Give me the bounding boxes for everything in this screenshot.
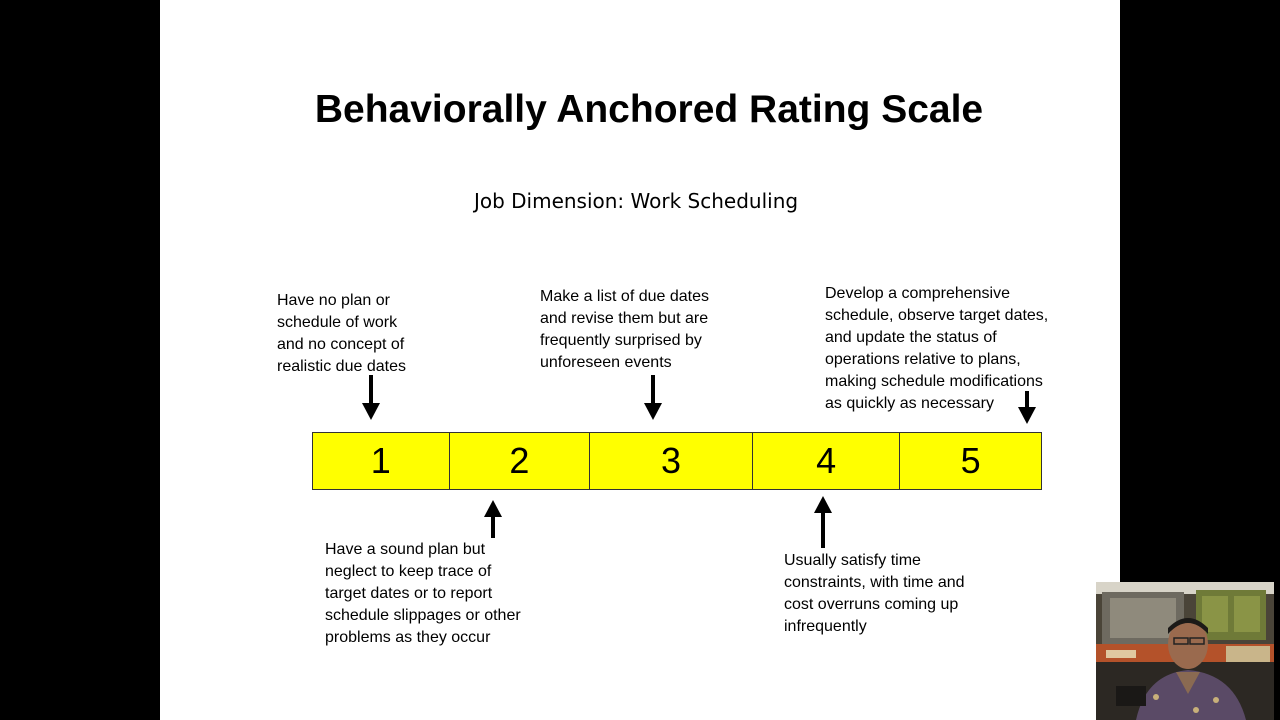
presenter-video-icon bbox=[1096, 582, 1274, 720]
down-arrow-icon bbox=[362, 375, 380, 420]
anchor-text-rating-1: Have no plan or schedule of work and no … bbox=[277, 292, 406, 375]
down-arrow-icon bbox=[644, 375, 662, 420]
rating-point-3: 3 bbox=[590, 433, 753, 489]
slide-subtitle: Job Dimension: Work Scheduling bbox=[473, 189, 799, 213]
rating-point-2: 2 bbox=[449, 433, 591, 489]
anchor-text-rating-4: Usually satisfy time constraints, with t… bbox=[784, 552, 965, 635]
up-arrow-icon bbox=[814, 496, 832, 548]
rating-point-1: 1 bbox=[313, 433, 450, 489]
anchor-text-rating-5: Develop a comprehensive schedule, observ… bbox=[825, 285, 1049, 412]
presentation-slide: Behaviorally Anchored Rating Scale Job D… bbox=[160, 0, 1120, 720]
rating-point-5: 5 bbox=[900, 433, 1041, 489]
rating-scale-bar: 1 2 3 4 5 bbox=[312, 432, 1042, 490]
up-arrow-icon bbox=[484, 500, 502, 538]
slide-title: Behaviorally Anchored Rating Scale bbox=[314, 88, 984, 131]
anchor-text-rating-2: Have a sound plan but neglect to keep tr… bbox=[325, 541, 521, 646]
presenter-webcam bbox=[1096, 582, 1274, 720]
rating-point-4: 4 bbox=[752, 433, 901, 489]
down-arrow-icon bbox=[1018, 391, 1036, 424]
anchor-text-rating-3: Make a list of due dates and revise them… bbox=[540, 288, 709, 371]
